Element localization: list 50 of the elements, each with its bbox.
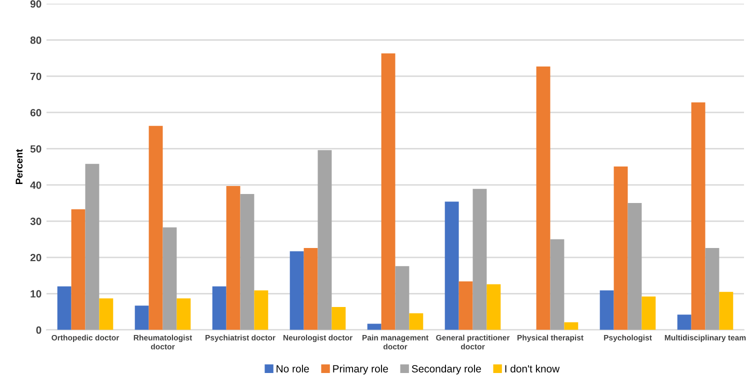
bar [409,313,424,330]
y-tick-label: 30 [30,218,42,226]
bar [99,298,114,330]
bar [332,307,346,330]
bar [486,284,501,330]
bar [614,166,628,330]
y-tick-label: 20 [30,254,42,262]
bar [564,322,578,330]
bar [642,296,656,330]
bar [162,227,177,330]
bar [600,290,614,330]
bar [705,248,720,330]
y-axis-title: Percent [16,149,23,184]
y-tick-label: 50 [30,145,42,153]
bar [148,126,163,330]
y-tick-label: 80 [30,36,42,44]
bar [304,248,318,330]
bar [212,286,226,330]
y-tick-label: 0 [36,326,42,334]
bar [719,292,734,330]
legend-label: No role [276,364,309,372]
bar [628,203,642,330]
bar [677,314,692,330]
bar [240,194,254,330]
y-tick-label: 60 [30,108,42,116]
legend-label: Secondary role [412,364,481,375]
bar [71,209,86,330]
bar [395,266,410,330]
bar [472,188,487,330]
y-tick-label: 90 [30,0,42,8]
bar [691,102,706,330]
bar [550,239,564,330]
bar [458,281,473,330]
y-tick-label: 10 [30,290,42,298]
bar [254,290,268,330]
bar [367,324,382,330]
bar [85,164,100,330]
bar [290,251,304,330]
bar [176,298,191,330]
y-tick-label: 70 [30,72,42,80]
legend-label: I don't know [505,364,560,372]
legend-label: Primary role [333,364,388,375]
bar [381,53,396,330]
bar [536,66,550,330]
bar [226,186,240,330]
bar [318,150,332,330]
bar [134,306,149,330]
bar [57,286,72,330]
bar [444,202,459,330]
y-tick-label: 40 [30,181,42,189]
